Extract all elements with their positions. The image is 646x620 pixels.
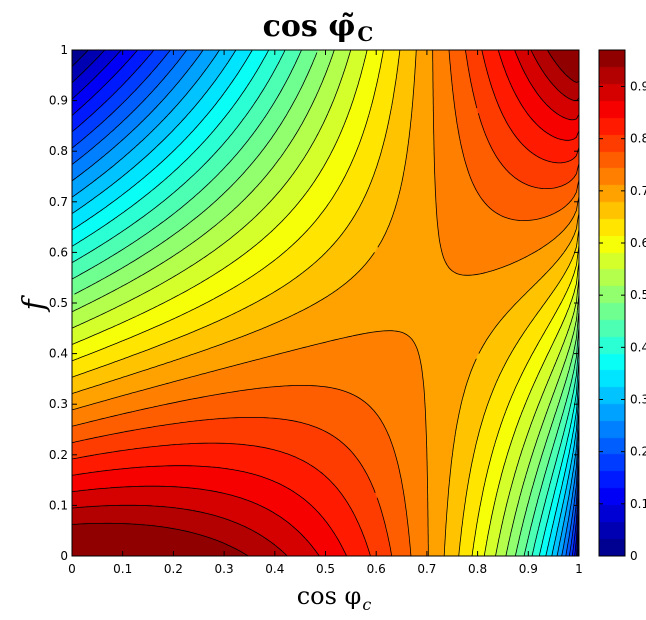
y-tick-label: 0: [60, 549, 68, 563]
colorbar-ticks: 0 0.1 0.2 0.3 0.4 0.5 0.6 0.7 0.8 0.9: [599, 80, 646, 563]
y-tick-label: 0.7: [49, 195, 68, 209]
x-tick-label: 0.7: [417, 562, 436, 576]
x-tick-label: 0.2: [164, 562, 183, 576]
contour-line: [71, 49, 580, 557]
x-tick-label: 0.9: [519, 562, 538, 576]
contour-line: [71, 49, 580, 557]
y-tick-label: 0.8: [49, 144, 68, 158]
colorbar-tick-label: 0.7: [630, 184, 646, 198]
x-axis-label: cos φc: [297, 582, 372, 614]
contour-line: [71, 49, 580, 557]
contour-line: [71, 49, 580, 557]
contour-line: [71, 49, 580, 557]
contour-line: [71, 49, 580, 557]
colorbar-frame: [598, 49, 626, 557]
x-tick-label: 0.6: [367, 562, 386, 576]
y-tick-label: 0.3: [49, 397, 68, 411]
colorbar-tick-label: 0.4: [630, 340, 646, 354]
contour-line: [71, 49, 580, 557]
colorbar-tick-label: 0.9: [630, 80, 646, 94]
colorbar: 0 0.1 0.2 0.3 0.4 0.5 0.6 0.7 0.8 0.9: [598, 49, 646, 563]
x-tick-label: 1: [575, 562, 583, 576]
plot-area: 0 0.1 0.2 0.3 0.4 0.5 0.6 0.7 0.8 0.9 1 0 0.1 0.2 0.3…: [49, 43, 583, 576]
x-tick-label: 0.3: [215, 562, 234, 576]
x-tick-label: 0: [68, 562, 76, 576]
contour-line: [71, 49, 580, 557]
contour-line: [71, 49, 580, 557]
colorbar-tick-label: 0.8: [630, 132, 646, 146]
contour-line: [71, 49, 580, 557]
chart-title: cos φ̃ C: [263, 9, 374, 46]
contour-line: [71, 49, 580, 556]
colorbar-tick-label: 0.6: [630, 236, 646, 250]
colorbar-tick-label: 0.1: [630, 497, 646, 511]
contour-line: [71, 49, 580, 557]
contour-line: [71, 49, 580, 557]
contour-line: [74, 52, 580, 557]
x-tick-label: 0.4: [265, 562, 284, 576]
y-axis: 0 0.1 0.2 0.3 0.4 0.5 0.6 0.7 0.8 0.9 1: [49, 43, 579, 563]
y-tick-label: 0.2: [49, 448, 68, 462]
contour-line: [71, 49, 580, 557]
x-tick-label: 0.1: [113, 562, 132, 576]
colorbar-tick-label: 0.5: [630, 288, 646, 302]
contour-lines: [71, 49, 580, 557]
contour-line: [71, 49, 580, 557]
x-axis: 0 0.1 0.2 0.3 0.4 0.5 0.6 0.7 0.8 0.9 1: [68, 50, 583, 576]
colorbar-gradient: [599, 50, 625, 556]
x-tick-label: 0.8: [468, 562, 487, 576]
y-axis-label: f: [17, 295, 52, 313]
y-tick-label: 0.5: [49, 296, 68, 310]
y-tick-label: 0.4: [49, 347, 68, 361]
y-tick-label: 0.9: [49, 94, 68, 108]
y-tick-label: 0.6: [49, 245, 68, 259]
x-tick-label: 0.5: [316, 562, 335, 576]
contour-fill: [72, 50, 579, 556]
y-tick-label: 1: [60, 43, 68, 57]
colorbar-tick-label: 0.2: [630, 445, 646, 459]
contour-line: [71, 49, 580, 557]
colorbar-tick-label: 0.3: [630, 393, 646, 407]
y-tick-label: 0.1: [49, 498, 68, 512]
contour-line: [71, 49, 580, 557]
contour-line: [71, 49, 580, 557]
colorbar-tick-label: 0: [630, 549, 638, 563]
